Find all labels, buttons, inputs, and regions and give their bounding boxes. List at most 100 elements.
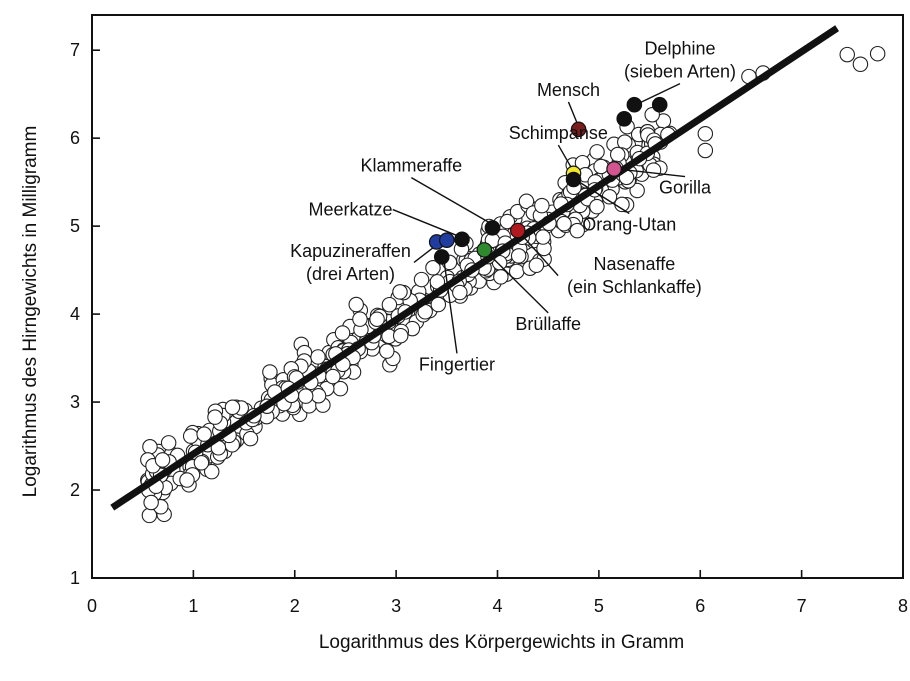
highlight-point: [484, 220, 501, 236]
x-tick-label: 3: [391, 596, 401, 616]
data-point: [154, 452, 171, 468]
data-point: [369, 311, 385, 327]
data-point: [143, 494, 159, 511]
highlight-point: [433, 249, 450, 265]
data-point: [334, 325, 351, 341]
data-point: [697, 126, 714, 142]
leader-line: [576, 179, 630, 215]
x-tick-label: 4: [492, 596, 502, 616]
plot-frame: [91, 14, 904, 579]
data-point: [242, 430, 259, 447]
data-point: [352, 311, 368, 327]
highlight-point: [606, 161, 622, 177]
regression-line: [110, 25, 840, 511]
data-point: [381, 296, 398, 313]
annotation-label: Klammeraffe: [360, 156, 462, 176]
annotation-label: Delphine (sieben Arten): [624, 39, 736, 82]
leader-line: [392, 208, 463, 239]
data-point: [493, 269, 509, 285]
annotation-label: Fingertier: [419, 354, 495, 374]
data-point: [518, 193, 535, 210]
annotation-label: Kapuzineraffen (drei Arten): [290, 241, 411, 284]
data-point: [556, 215, 572, 232]
data-point: [160, 435, 177, 451]
data-point: [869, 45, 886, 62]
data-point: [593, 158, 609, 175]
data-point: [609, 146, 626, 163]
highlight-point: [565, 171, 582, 188]
x-tick-label: 0: [87, 596, 97, 616]
data-point: [629, 182, 645, 199]
data-point: [697, 142, 714, 159]
x-tick-label: 6: [695, 596, 705, 616]
data-point: [499, 213, 516, 230]
annotation-label: Gorilla: [659, 178, 712, 198]
x-tick-label: 8: [898, 596, 908, 616]
data-point: [207, 409, 223, 425]
data-point: [589, 144, 605, 160]
x-tick-label: 5: [594, 596, 604, 616]
data-point: [182, 428, 199, 444]
annotation-label: Nasenaffe (ein Schlankaffe): [567, 254, 702, 297]
data-point: [645, 162, 662, 178]
data-point: [392, 284, 408, 300]
y-tick-label: 2: [70, 480, 80, 500]
data-point: [413, 271, 430, 288]
data-point: [348, 296, 364, 313]
leader-line: [617, 168, 686, 178]
data-point: [310, 349, 326, 365]
highlight-point: [509, 222, 526, 239]
x-tick-label: 7: [797, 596, 807, 616]
highlight-point: [651, 96, 668, 113]
data-point: [452, 284, 468, 301]
leader-line: [517, 230, 559, 277]
data-point: [297, 388, 314, 404]
data-point: [196, 426, 212, 442]
x-tick-label: 2: [290, 596, 300, 616]
data-point: [535, 229, 551, 245]
data-point: [262, 364, 278, 380]
highlight-point: [476, 242, 493, 258]
highlight-point: [439, 232, 455, 248]
highlight-point: [570, 121, 587, 138]
data-point: [203, 463, 220, 480]
data-point: [325, 368, 341, 385]
x-tick-label: 1: [188, 596, 198, 616]
data-point: [142, 439, 158, 455]
y-tick-label: 6: [70, 128, 80, 148]
leader-line: [639, 82, 681, 104]
data-point: [310, 387, 327, 404]
data-point: [193, 455, 210, 471]
highlight-point: [626, 96, 643, 113]
annotation-label: Brüllaffe: [515, 314, 581, 334]
highlight-point: [454, 231, 470, 248]
data-point: [852, 56, 869, 73]
x-axis-label: Logarithmus des Körpergewichts in Gramm: [319, 632, 684, 653]
y-tick-label: 5: [70, 216, 80, 236]
data-point: [569, 222, 585, 239]
data-point: [589, 198, 605, 215]
data-point: [510, 248, 527, 264]
y-tick-label: 4: [70, 304, 80, 324]
y-tick-label: 3: [70, 392, 80, 412]
annotation-label: Schimpanse: [509, 123, 608, 143]
data-point: [528, 257, 545, 274]
leader-line: [410, 176, 493, 225]
data-point: [839, 46, 855, 63]
data-point: [379, 343, 395, 359]
y-tick-label: 1: [70, 568, 80, 588]
annotation-label: Orang-Utan: [582, 215, 676, 235]
data-point: [179, 472, 195, 488]
data-point: [392, 327, 409, 344]
data-point: [534, 197, 550, 214]
highlight-point: [616, 111, 633, 127]
y-tick-label: 7: [70, 40, 80, 60]
annotation-label: Meerkatze: [308, 200, 392, 220]
leader-line: [443, 258, 458, 354]
data-point: [425, 260, 441, 276]
annotation-label: Mensch: [537, 80, 600, 100]
y-axis-label: Logarithmus des Hirngewichts in Milligra…: [20, 126, 41, 498]
leader-line: [484, 250, 549, 314]
data-point: [224, 399, 241, 416]
